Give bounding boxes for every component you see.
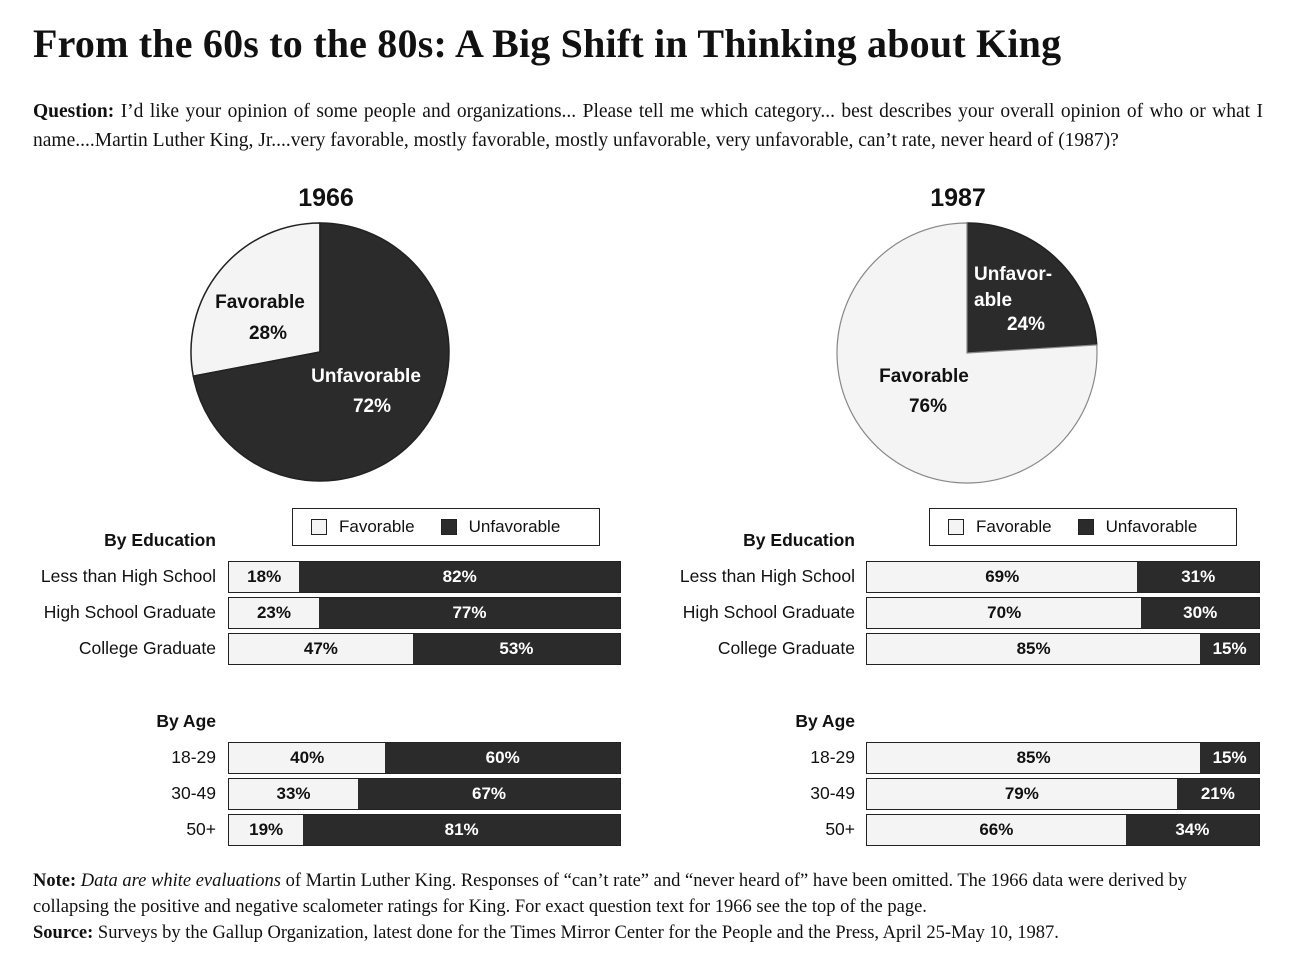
stacked-bar: 23% 77% bbox=[228, 597, 621, 629]
bar-row-label: College Graduate bbox=[717, 638, 855, 658]
section-title-education-1966: By Education bbox=[104, 530, 216, 550]
pie-label-unfavorable-line2: able bbox=[974, 290, 1012, 311]
stacked-bar: 79% 21% bbox=[866, 778, 1260, 810]
stacked-bar: 69% 31% bbox=[866, 561, 1260, 593]
legend-label-favorable: Favorable bbox=[339, 517, 415, 536]
bar-segment-unfavorable: 15% bbox=[1200, 743, 1259, 773]
stacked-bar: 47% 53% bbox=[228, 633, 621, 665]
section-title-education-1987: By Education bbox=[743, 530, 855, 550]
bar-row-label: 18-29 bbox=[171, 747, 216, 767]
bar-row-label: 50+ bbox=[186, 819, 216, 839]
pie-slice-favorable bbox=[190, 222, 321, 378]
legend-swatch-unfavorable bbox=[440, 519, 457, 535]
pie-slice-favorable bbox=[836, 222, 1098, 484]
bar-row-label: Less than High School bbox=[679, 566, 855, 586]
section-title-age-1987: By Age bbox=[795, 711, 855, 731]
bar-segment-favorable: 70% bbox=[867, 598, 1142, 628]
pie-value-unfavorable: 24% bbox=[1007, 314, 1045, 335]
bar-segment-unfavorable: 31% bbox=[1137, 562, 1259, 592]
source-label: Source: bbox=[33, 923, 94, 943]
bar-segment-favorable: 85% bbox=[867, 634, 1201, 664]
pie-value-unfavorable: 72% bbox=[353, 396, 391, 417]
stacked-bar: 33% 67% bbox=[228, 778, 621, 810]
bar-segment-favorable: 40% bbox=[229, 743, 386, 773]
legend-label-favorable: Favorable bbox=[976, 517, 1052, 536]
question-text: Question: I’d like your opinion of some … bbox=[33, 97, 1263, 155]
stacked-bar: 85% 15% bbox=[866, 742, 1260, 774]
bar-segment-favorable: 19% bbox=[229, 815, 304, 845]
bar-segment-favorable: 69% bbox=[867, 562, 1138, 592]
bar-segment-unfavorable: 34% bbox=[1125, 815, 1259, 845]
pie-label-favorable: Favorable bbox=[215, 292, 305, 313]
stacked-bar: 40% 60% bbox=[228, 742, 621, 774]
page-title: From the 60s to the 80s: A Big Shift in … bbox=[33, 21, 1062, 66]
legend-label-unfavorable: Unfavorable bbox=[1105, 517, 1198, 536]
pie-slice-unfavorable bbox=[192, 222, 450, 482]
stacked-bar: 85% 15% bbox=[866, 633, 1260, 665]
question-body: I’d like your opinion of some people and… bbox=[33, 101, 1263, 151]
pie-1966-title: 1966 bbox=[298, 184, 354, 212]
bar-segment-favorable: 66% bbox=[867, 815, 1126, 845]
note-source-block: Note: Data are white evaluations of Mart… bbox=[33, 868, 1263, 946]
bar-segment-unfavorable: 81% bbox=[303, 815, 620, 845]
note-label: Note: bbox=[33, 871, 77, 891]
source-text: Surveys by the Gallup Organization, late… bbox=[97, 923, 1059, 943]
pie-value-favorable: 76% bbox=[909, 396, 947, 417]
legend-swatch-favorable bbox=[948, 519, 964, 535]
stacked-bar: 66% 34% bbox=[866, 814, 1260, 846]
bar-segment-unfavorable: 77% bbox=[318, 598, 620, 628]
legend-label-unfavorable: Unfavorable bbox=[468, 517, 561, 536]
pie-label-unfavorable-line1: Unfavor- bbox=[974, 264, 1052, 285]
bar-row-label: 18-29 bbox=[810, 747, 855, 767]
bar-segment-unfavorable: 53% bbox=[412, 634, 620, 664]
stacked-bar: 18% 82% bbox=[228, 561, 621, 593]
bar-segment-favorable: 47% bbox=[229, 634, 413, 664]
bar-segment-unfavorable: 30% bbox=[1141, 598, 1259, 628]
pie-chart-1987: Unfavor- able 24% Favorable 76% bbox=[836, 222, 1098, 484]
bar-row-label: College Graduate bbox=[78, 638, 216, 658]
pie-value-favorable: 28% bbox=[249, 323, 287, 344]
bar-segment-favorable: 18% bbox=[229, 562, 300, 592]
legend-1966: Favorable Unfavorable bbox=[292, 508, 600, 546]
bar-row-label: Less than High School bbox=[40, 566, 216, 586]
bar-row-label: 50+ bbox=[825, 819, 855, 839]
pie-chart-1966: Favorable 28% Unfavorable 72% bbox=[190, 222, 450, 482]
bar-segment-unfavorable: 21% bbox=[1176, 779, 1259, 809]
pie-1987-title: 1987 bbox=[930, 184, 986, 212]
bar-segment-favorable: 23% bbox=[229, 598, 319, 628]
pie-label-favorable: Favorable bbox=[879, 366, 969, 387]
bar-segment-favorable: 79% bbox=[867, 779, 1177, 809]
note-text: of Martin Luther King. Responses of “can… bbox=[33, 871, 1188, 917]
bar-segment-unfavorable: 60% bbox=[385, 743, 620, 773]
bar-segment-unfavorable: 15% bbox=[1200, 634, 1259, 664]
bar-row-label: 30-49 bbox=[171, 783, 216, 803]
bar-row-label: 30-49 bbox=[810, 783, 855, 803]
bar-segment-unfavorable: 67% bbox=[358, 779, 620, 809]
stacked-bar: 70% 30% bbox=[866, 597, 1260, 629]
legend-swatch-unfavorable bbox=[1077, 519, 1094, 535]
bar-row-label: High School Graduate bbox=[43, 602, 216, 622]
bar-segment-unfavorable: 82% bbox=[299, 562, 620, 592]
legend-swatch-favorable bbox=[311, 519, 327, 535]
bar-segment-favorable: 33% bbox=[229, 779, 359, 809]
bar-row-label: High School Graduate bbox=[682, 602, 855, 622]
section-title-age-1966: By Age bbox=[156, 711, 216, 731]
question-label: Question: bbox=[33, 101, 115, 122]
legend-1987: Favorable Unfavorable bbox=[929, 508, 1237, 546]
stacked-bar: 19% 81% bbox=[228, 814, 621, 846]
pie-label-unfavorable: Unfavorable bbox=[311, 366, 421, 387]
pie-slice-unfavorable bbox=[966, 222, 1098, 354]
note-italic-text: Data are white evaluations bbox=[80, 871, 282, 891]
bar-segment-favorable: 85% bbox=[867, 743, 1201, 773]
